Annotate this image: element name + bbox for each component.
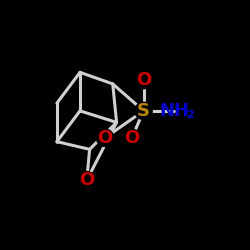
Circle shape [96, 129, 114, 146]
Text: O: O [79, 171, 94, 189]
Text: NH: NH [159, 102, 189, 120]
Text: O: O [124, 129, 140, 147]
Text: 2: 2 [186, 110, 194, 120]
Text: S: S [137, 102, 150, 120]
Circle shape [78, 172, 96, 189]
Text: O: O [136, 71, 151, 89]
Text: O: O [98, 129, 113, 147]
Circle shape [135, 102, 152, 120]
Circle shape [123, 129, 141, 146]
Circle shape [135, 72, 152, 89]
